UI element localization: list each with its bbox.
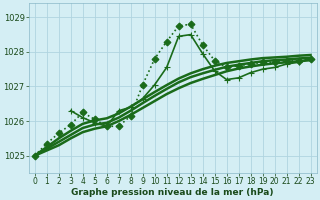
X-axis label: Graphe pression niveau de la mer (hPa): Graphe pression niveau de la mer (hPa)	[71, 188, 274, 197]
